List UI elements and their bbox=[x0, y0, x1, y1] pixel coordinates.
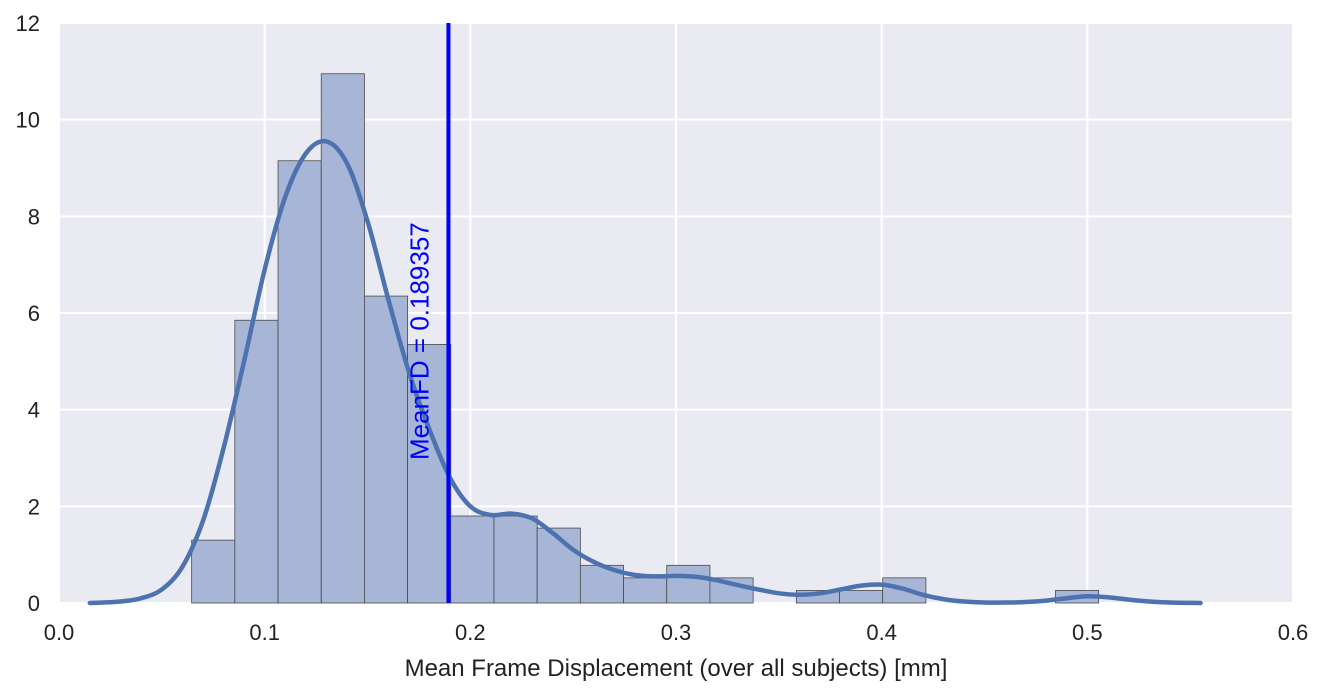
x-tick-label: 0.6 bbox=[1278, 620, 1309, 645]
histogram-bar bbox=[667, 565, 710, 603]
x-tick-labels: 0.0 0.1 0.2 0.3 0.4 0.5 0.6 bbox=[44, 620, 1309, 645]
x-axis-label: Mean Frame Displacement (over all subjec… bbox=[405, 655, 948, 682]
x-tick-label: 0.1 bbox=[249, 620, 280, 645]
x-tick-label: 0.5 bbox=[1072, 620, 1103, 645]
histogram-bar bbox=[278, 161, 321, 603]
y-tick-label: 2 bbox=[28, 494, 40, 519]
mean-fd-annotation: MeanFD = 0.189357 bbox=[404, 222, 434, 460]
x-tick-label: 0.0 bbox=[44, 620, 75, 645]
x-tick-label: 0.4 bbox=[866, 620, 897, 645]
y-tick-label: 12 bbox=[16, 11, 40, 36]
histogram-bar bbox=[451, 516, 494, 603]
histogram-bar bbox=[235, 320, 278, 603]
y-tick-labels: 0 2 4 6 8 10 12 bbox=[16, 11, 40, 616]
histogram-bar bbox=[624, 578, 667, 603]
x-tick-label: 0.2 bbox=[455, 620, 486, 645]
histogram-bar bbox=[840, 590, 883, 603]
y-tick-label: 0 bbox=[28, 591, 40, 616]
histogram-bar bbox=[192, 540, 235, 603]
y-tick-label: 6 bbox=[28, 301, 40, 326]
y-tick-label: 4 bbox=[28, 398, 40, 423]
y-tick-label: 10 bbox=[16, 108, 40, 133]
histogram-bar bbox=[494, 516, 537, 603]
y-tick-label: 8 bbox=[28, 204, 40, 229]
x-tick-label: 0.3 bbox=[661, 620, 692, 645]
